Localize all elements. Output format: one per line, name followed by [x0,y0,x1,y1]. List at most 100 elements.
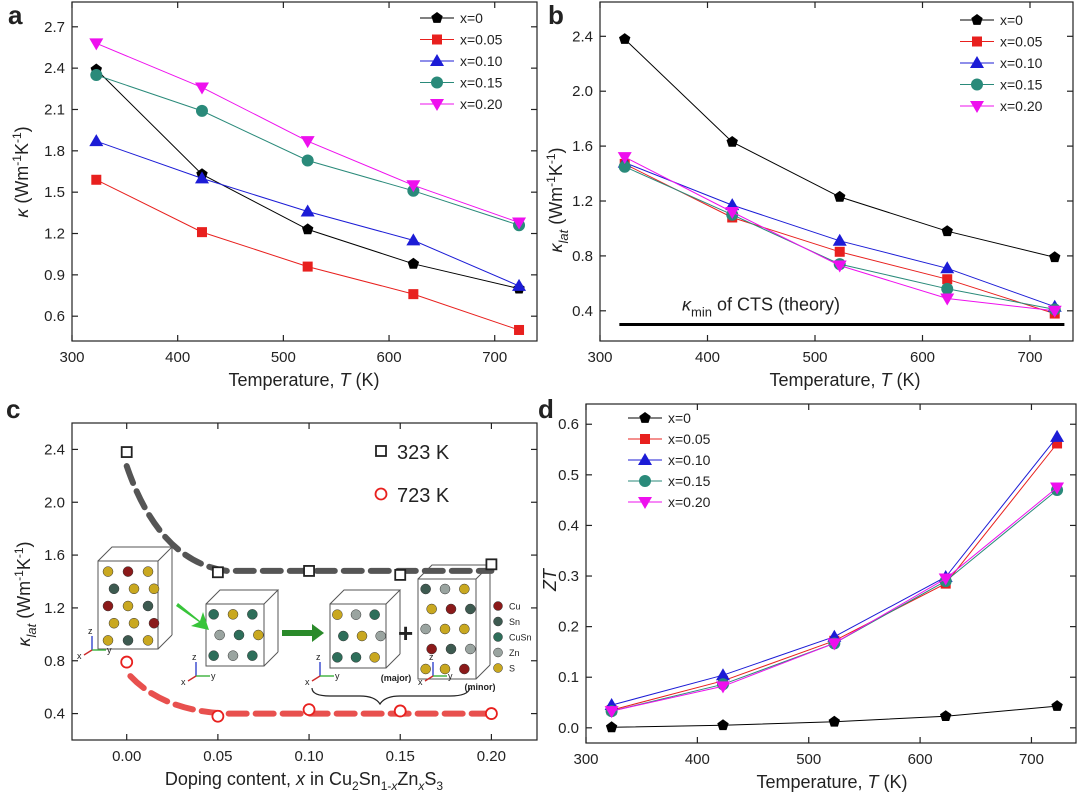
data-point [940,710,952,721]
atom [128,583,140,595]
data-point [301,154,314,167]
data-point [717,719,729,731]
atom [350,609,362,620]
axis-z-label: z [88,626,93,636]
superscript: -1 [12,570,26,581]
panel-d: 300 400 500 600 700 0.0 0.1 0.2 0.3 0.4 0.5 0.6 x=0 x… [538,394,1077,792]
x-tick-label: 0.00 [112,748,141,765]
atom-legend-swatch [493,647,503,658]
trend-723K [127,673,495,717]
x-tick-label: 300 [59,349,84,366]
atom [102,635,114,646]
superscript: -1 [10,132,24,143]
cube-edge [475,664,491,680]
legend-label: x=0.05 [668,431,711,447]
legend-marker [640,434,650,444]
y-tick-label: 2.4 [44,441,65,458]
axis-y-label: y [107,645,112,655]
x-tick-label: 0.20 [477,748,506,765]
series-323 K [120,446,498,581]
series-x=0.10 [89,134,527,291]
panel-letter: d [538,394,554,424]
atom [148,583,160,595]
atom [247,650,258,661]
x-axis-label-part: S [424,769,436,789]
plot-frame [71,1,538,342]
y-axis-label-subscript: lat [556,228,571,243]
atom [122,566,134,577]
atom [128,617,140,629]
data-point [89,38,104,51]
atom-legend-swatch [493,601,503,611]
y-axis-label: κ (Wm-1K-1) [10,126,32,217]
legend-label: x=0.20 [460,96,503,112]
data-point [725,206,740,219]
axis-triad: z y x [305,652,340,687]
kmin-text: of CTS (theory) [712,295,840,315]
atom-legend-item: CuSn [493,632,532,643]
legend-label: x=0.10 [1000,55,1043,71]
x-axis-label-part: Sn [359,769,381,789]
legend-label: x=0 [1000,12,1023,28]
x-axis-label-part: in Cu [305,769,352,789]
data-point [941,282,954,295]
data-point [211,709,225,723]
atom-legend-swatch [493,616,503,627]
legend-marker [972,36,982,47]
data-point [1047,305,1062,318]
x-axis-label-text: Temperature, [228,370,339,390]
legend-label: x=0.20 [1000,98,1043,114]
y-tick-label: 0.8 [572,248,593,265]
trend-323K [123,463,495,574]
data-point [1051,700,1063,711]
x-tick-label: 400 [165,349,190,366]
atom [227,650,239,661]
atom [214,629,225,641]
legend-item: x=0 [420,10,483,26]
x-tick-label: 300 [573,751,598,768]
atom [439,583,451,595]
axis-x-label: x [418,677,423,687]
legend-item: x=0 [960,12,1023,28]
legend-marker [971,14,983,25]
data-point [1052,438,1063,449]
series-line [96,74,520,226]
data-point [408,289,419,300]
x-axis-label-text: Temperature, [756,772,867,792]
y-tick-label: 0.3 [558,568,579,585]
data-point [1049,251,1061,263]
axis-x [83,649,93,656]
legend-marker [970,101,984,113]
x-tick-label: 0.15 [386,748,415,765]
x-axis-label-var: T [340,370,353,390]
y-tick-label: 0.4 [558,517,579,534]
atom [445,603,457,615]
x-tick-label: 500 [271,349,296,366]
atom [208,650,219,661]
axis-x [311,675,321,682]
axis-x-label: x [77,651,82,661]
data-point [726,136,738,147]
atom [332,609,343,620]
atom [459,663,470,675]
data-point [512,217,527,230]
data-point [832,260,847,273]
plot-frame [599,1,1074,342]
data-point [300,136,315,149]
series-x=0.20 [604,482,1065,719]
atom [375,630,386,642]
x-axis-label-var: T [868,772,881,792]
y-axis-label-subscript: lat [24,622,39,637]
legend-item: x=0.05 [960,34,1043,50]
y-axis-label-unit: ) [546,147,566,153]
y-tick-label: 0.5 [558,467,579,484]
axis-x [187,675,197,682]
plot-frame [71,422,538,741]
cube-minor [417,564,492,680]
data-point [302,261,313,272]
x-axis-label-part: x [295,769,306,789]
axis-x-label: x [181,677,186,687]
data-point [393,704,407,718]
